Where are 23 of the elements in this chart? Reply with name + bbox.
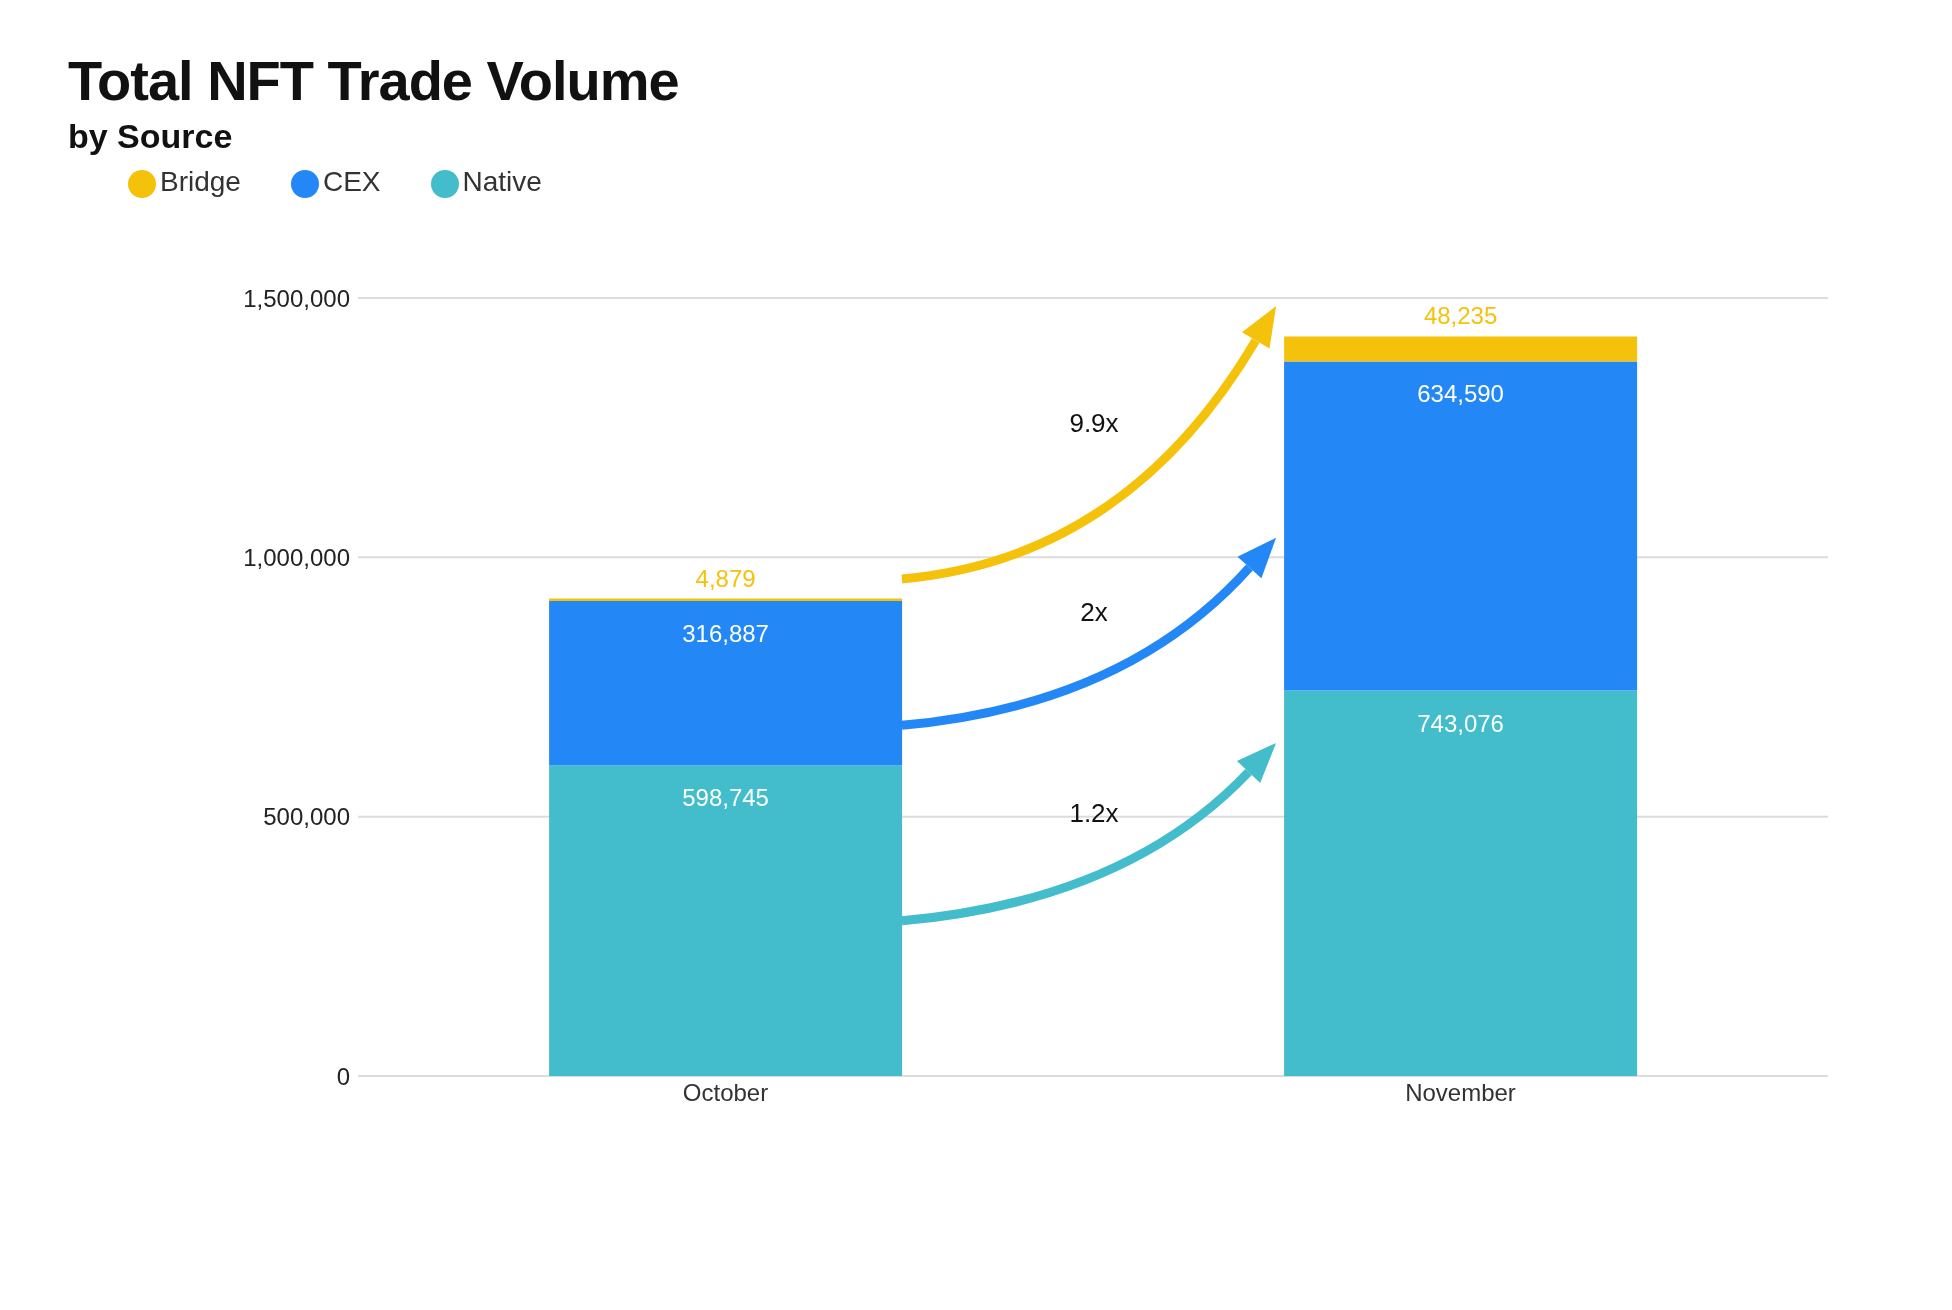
data-label: 316,887 xyxy=(682,620,769,648)
annotation: 9.9x xyxy=(1069,408,1119,439)
data-label: 743,076 xyxy=(1417,709,1504,737)
bar xyxy=(1284,336,1638,362)
legend-label: CEX xyxy=(322,166,381,197)
y-tick-label: 0 xyxy=(336,1062,350,1090)
legend-label: Native xyxy=(462,166,542,197)
data-label: 634,590 xyxy=(1417,380,1504,408)
x-tick-label: October xyxy=(682,1079,769,1107)
chart-title: Total NFT Trade Volume xyxy=(68,48,680,113)
y-tick-label: 1,000,000 xyxy=(243,543,350,571)
annotation: 2x xyxy=(1080,597,1108,628)
y-tick-label: 500,000 xyxy=(263,803,350,831)
y-tick-label: 1,500,000 xyxy=(243,284,350,312)
data-label: 598,745 xyxy=(682,784,769,812)
data-label: 4,879 xyxy=(695,564,756,592)
bar xyxy=(1284,690,1638,1076)
x-tick-label: November xyxy=(1405,1079,1516,1107)
chart-subtitle: by Source xyxy=(68,117,234,156)
bar xyxy=(1284,361,1638,691)
legend-label: Bridge xyxy=(160,166,241,197)
annotation: 1.2x xyxy=(1069,797,1119,828)
data-label: 48,235 xyxy=(1423,302,1498,330)
